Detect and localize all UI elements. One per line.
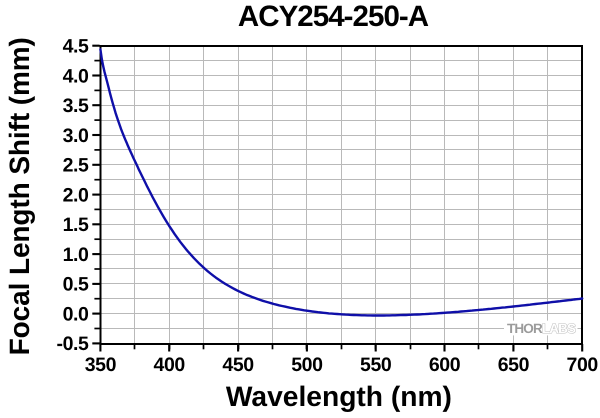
svg-text:450: 450 <box>222 354 254 376</box>
svg-text:ACY254-250-A: ACY254-250-A <box>238 0 429 33</box>
svg-text:2.5: 2.5 <box>63 155 89 177</box>
svg-text:-0.5: -0.5 <box>56 333 89 355</box>
svg-text:600: 600 <box>429 354 461 376</box>
svg-text:500: 500 <box>291 354 323 376</box>
svg-text:Focal Length Shift (mm): Focal Length Shift (mm) <box>4 37 35 355</box>
svg-text:3.5: 3.5 <box>63 95 89 117</box>
svg-text:2.0: 2.0 <box>63 184 89 206</box>
svg-text:3.0: 3.0 <box>63 125 89 147</box>
svg-text:650: 650 <box>498 354 530 376</box>
svg-text:Wavelength (nm): Wavelength (nm) <box>226 380 452 412</box>
svg-text:1.0: 1.0 <box>63 244 89 266</box>
svg-text:0.0: 0.0 <box>63 303 89 325</box>
svg-text:THORLABS: THORLABS <box>507 321 576 336</box>
svg-text:350: 350 <box>85 354 117 376</box>
svg-text:400: 400 <box>154 354 186 376</box>
svg-text:550: 550 <box>360 354 392 376</box>
svg-text:700: 700 <box>567 354 599 376</box>
svg-text:4.5: 4.5 <box>63 36 89 58</box>
svg-text:0.5: 0.5 <box>63 274 89 296</box>
svg-text:4.0: 4.0 <box>63 65 89 87</box>
svg-text:1.5: 1.5 <box>63 214 89 236</box>
